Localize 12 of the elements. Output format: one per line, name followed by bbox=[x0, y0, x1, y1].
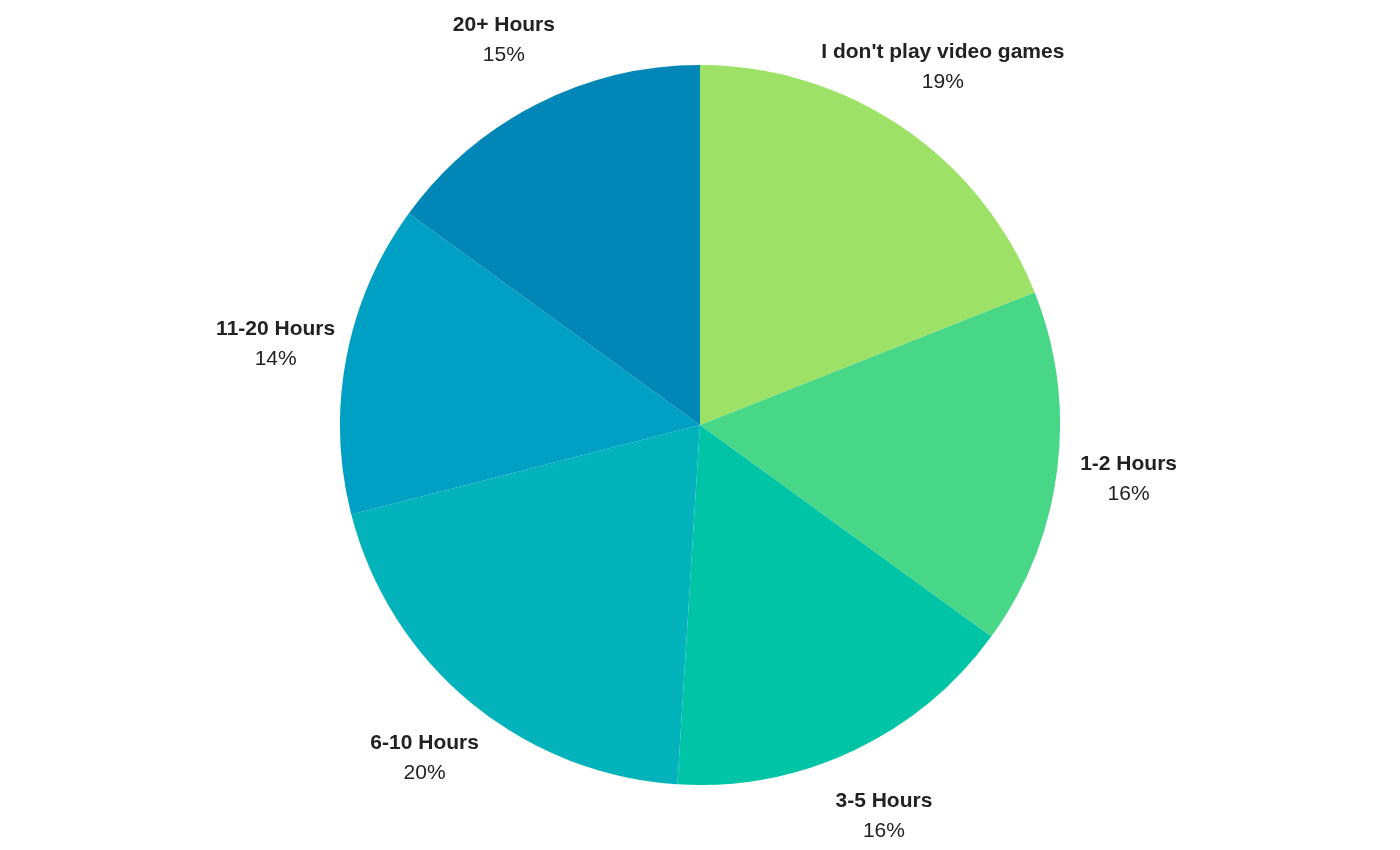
slice-label: 20+ Hours bbox=[452, 11, 555, 35]
slice-label: 3-5 Hours bbox=[835, 787, 933, 811]
data-label: 16% bbox=[1107, 480, 1150, 504]
data-label: 14% bbox=[254, 345, 297, 369]
slice-label: 11-20 Hours bbox=[216, 315, 336, 339]
slice-label: 1-2 Hours bbox=[1080, 450, 1178, 474]
data-label: 19% bbox=[921, 69, 964, 93]
slice-label: I don't play video games bbox=[821, 39, 1065, 63]
data-label: 16% bbox=[862, 817, 905, 841]
data-label: 15% bbox=[482, 41, 525, 65]
data-label: 20% bbox=[403, 759, 446, 783]
slice-label: 6-10 Hours bbox=[370, 729, 479, 753]
